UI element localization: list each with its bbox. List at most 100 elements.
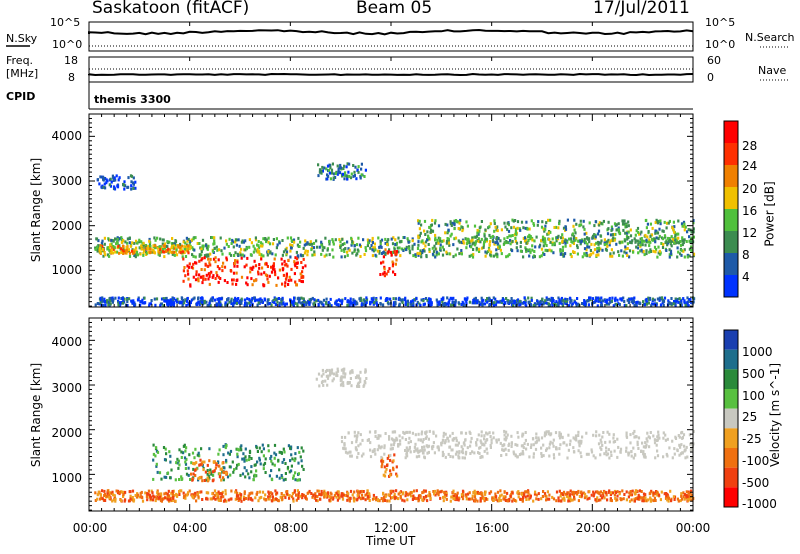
scatter-cell bbox=[623, 300, 626, 303]
scatter-cell bbox=[626, 254, 629, 257]
scatter-cell bbox=[185, 299, 189, 303]
scatter-cell bbox=[296, 302, 299, 306]
scatter-cell bbox=[645, 297, 648, 301]
scatter-cell bbox=[391, 260, 394, 264]
scatter-cell bbox=[592, 251, 595, 255]
scatter-cell bbox=[148, 243, 151, 247]
scatter-cell bbox=[131, 489, 135, 493]
scatter-cell bbox=[191, 253, 194, 257]
scatter-cell bbox=[166, 302, 169, 306]
scatter-cell bbox=[171, 499, 174, 502]
scatter-cell bbox=[443, 441, 447, 445]
scatter-cell bbox=[327, 374, 330, 378]
scatter-cell bbox=[633, 435, 636, 439]
scatter-cell bbox=[642, 450, 645, 454]
scatter-cell bbox=[571, 240, 574, 244]
scatter-cell bbox=[194, 236, 197, 240]
scatter-cell bbox=[193, 248, 196, 252]
scatter-cell bbox=[228, 300, 231, 304]
scatter-cell bbox=[599, 247, 602, 251]
scatter-cell bbox=[510, 302, 514, 306]
scatter-cell bbox=[110, 238, 113, 242]
scatter-cell bbox=[677, 499, 680, 503]
scatter-cell bbox=[596, 246, 599, 250]
scatter-cell bbox=[480, 492, 483, 496]
scatter-cell bbox=[359, 296, 362, 300]
scatter-cell bbox=[644, 243, 647, 247]
scatter-cell bbox=[624, 231, 627, 235]
scatter-cell bbox=[689, 448, 692, 452]
scatter-cell bbox=[611, 296, 614, 300]
scatter-cell bbox=[630, 450, 633, 453]
scatter-cell bbox=[446, 436, 449, 440]
scatter-cell bbox=[122, 245, 125, 249]
scatter-cell bbox=[109, 243, 112, 247]
scatter-cell bbox=[529, 235, 532, 239]
scatter-cell bbox=[324, 491, 327, 495]
scatter-cell bbox=[464, 452, 467, 456]
scatter-cell bbox=[664, 438, 667, 442]
scatter-cell bbox=[158, 496, 161, 500]
scatter-cell bbox=[273, 456, 276, 460]
scatter-cell bbox=[397, 497, 400, 501]
scatter-cell bbox=[488, 299, 492, 303]
scatter-cell bbox=[536, 302, 539, 306]
scatter-cell bbox=[203, 299, 206, 303]
scatter-cell bbox=[201, 460, 204, 464]
scatter-cell bbox=[268, 274, 271, 278]
scatter-cell bbox=[618, 240, 621, 244]
scatter-cell bbox=[426, 451, 429, 455]
scatter-cell bbox=[485, 299, 488, 302]
scatter-cell bbox=[181, 298, 184, 302]
scatter-cell bbox=[607, 238, 610, 242]
velocity-axis-ticks bbox=[88, 317, 694, 511]
scatter-cell bbox=[520, 492, 523, 496]
scatter-cell bbox=[280, 300, 283, 304]
scatter-cell bbox=[601, 443, 604, 447]
scatter-cell bbox=[682, 297, 685, 301]
scatter-cell bbox=[280, 257, 283, 261]
scatter-cell bbox=[96, 302, 99, 305]
scatter-cell bbox=[418, 234, 421, 238]
scatter-cell bbox=[607, 448, 610, 452]
scatter-cell bbox=[660, 296, 664, 300]
scatter-cell bbox=[184, 467, 187, 470]
scatter-cell bbox=[222, 470, 225, 474]
scatter-cell bbox=[371, 450, 374, 454]
scatter-cell bbox=[453, 303, 456, 307]
scatter-cell bbox=[576, 252, 579, 256]
scatter-cell bbox=[184, 462, 188, 466]
scatter-cell bbox=[303, 251, 307, 255]
scatter-cell bbox=[165, 452, 168, 456]
scatter-cell bbox=[243, 254, 246, 258]
scatter-cell bbox=[601, 435, 604, 439]
scatter-cell bbox=[656, 454, 660, 458]
scatter-cell bbox=[487, 246, 491, 250]
scatter-cell bbox=[316, 245, 319, 249]
scatter-cell bbox=[419, 303, 422, 307]
scatter-cell bbox=[301, 266, 304, 270]
scatter-cell bbox=[424, 233, 427, 236]
scatter-cell bbox=[226, 298, 229, 302]
scatter-cell bbox=[676, 246, 679, 250]
scatter-cell bbox=[321, 368, 324, 372]
scatter-cell bbox=[445, 252, 448, 256]
scatter-cell bbox=[340, 368, 343, 372]
scatter-cell bbox=[372, 249, 375, 253]
scatter-cell bbox=[129, 244, 132, 248]
scatter-cell bbox=[215, 303, 218, 307]
scatter-cell bbox=[163, 250, 166, 254]
scatter-cell bbox=[641, 240, 644, 244]
scatter-cell bbox=[257, 499, 260, 503]
scatter-cell bbox=[506, 491, 509, 495]
scatter-cell bbox=[567, 448, 570, 452]
scatter-cell bbox=[149, 247, 152, 251]
scatter-cell bbox=[195, 303, 199, 307]
scatter-cell bbox=[473, 495, 477, 499]
scatter-cell bbox=[281, 460, 284, 464]
scatter-cell bbox=[559, 434, 562, 438]
scatter-cell bbox=[388, 248, 391, 252]
scatter-cell bbox=[430, 301, 433, 305]
scatter-cell bbox=[640, 248, 643, 252]
scatter-cell bbox=[638, 497, 641, 501]
